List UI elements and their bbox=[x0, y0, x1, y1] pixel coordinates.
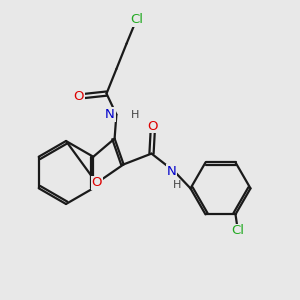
Text: H: H bbox=[172, 180, 181, 190]
Text: O: O bbox=[74, 90, 84, 103]
Text: H: H bbox=[130, 110, 139, 120]
Text: Cl: Cl bbox=[231, 224, 244, 237]
Text: N: N bbox=[166, 165, 176, 178]
Text: O: O bbox=[92, 176, 102, 190]
Text: Cl: Cl bbox=[130, 13, 143, 26]
Text: N: N bbox=[105, 108, 115, 121]
Text: O: O bbox=[148, 119, 158, 133]
